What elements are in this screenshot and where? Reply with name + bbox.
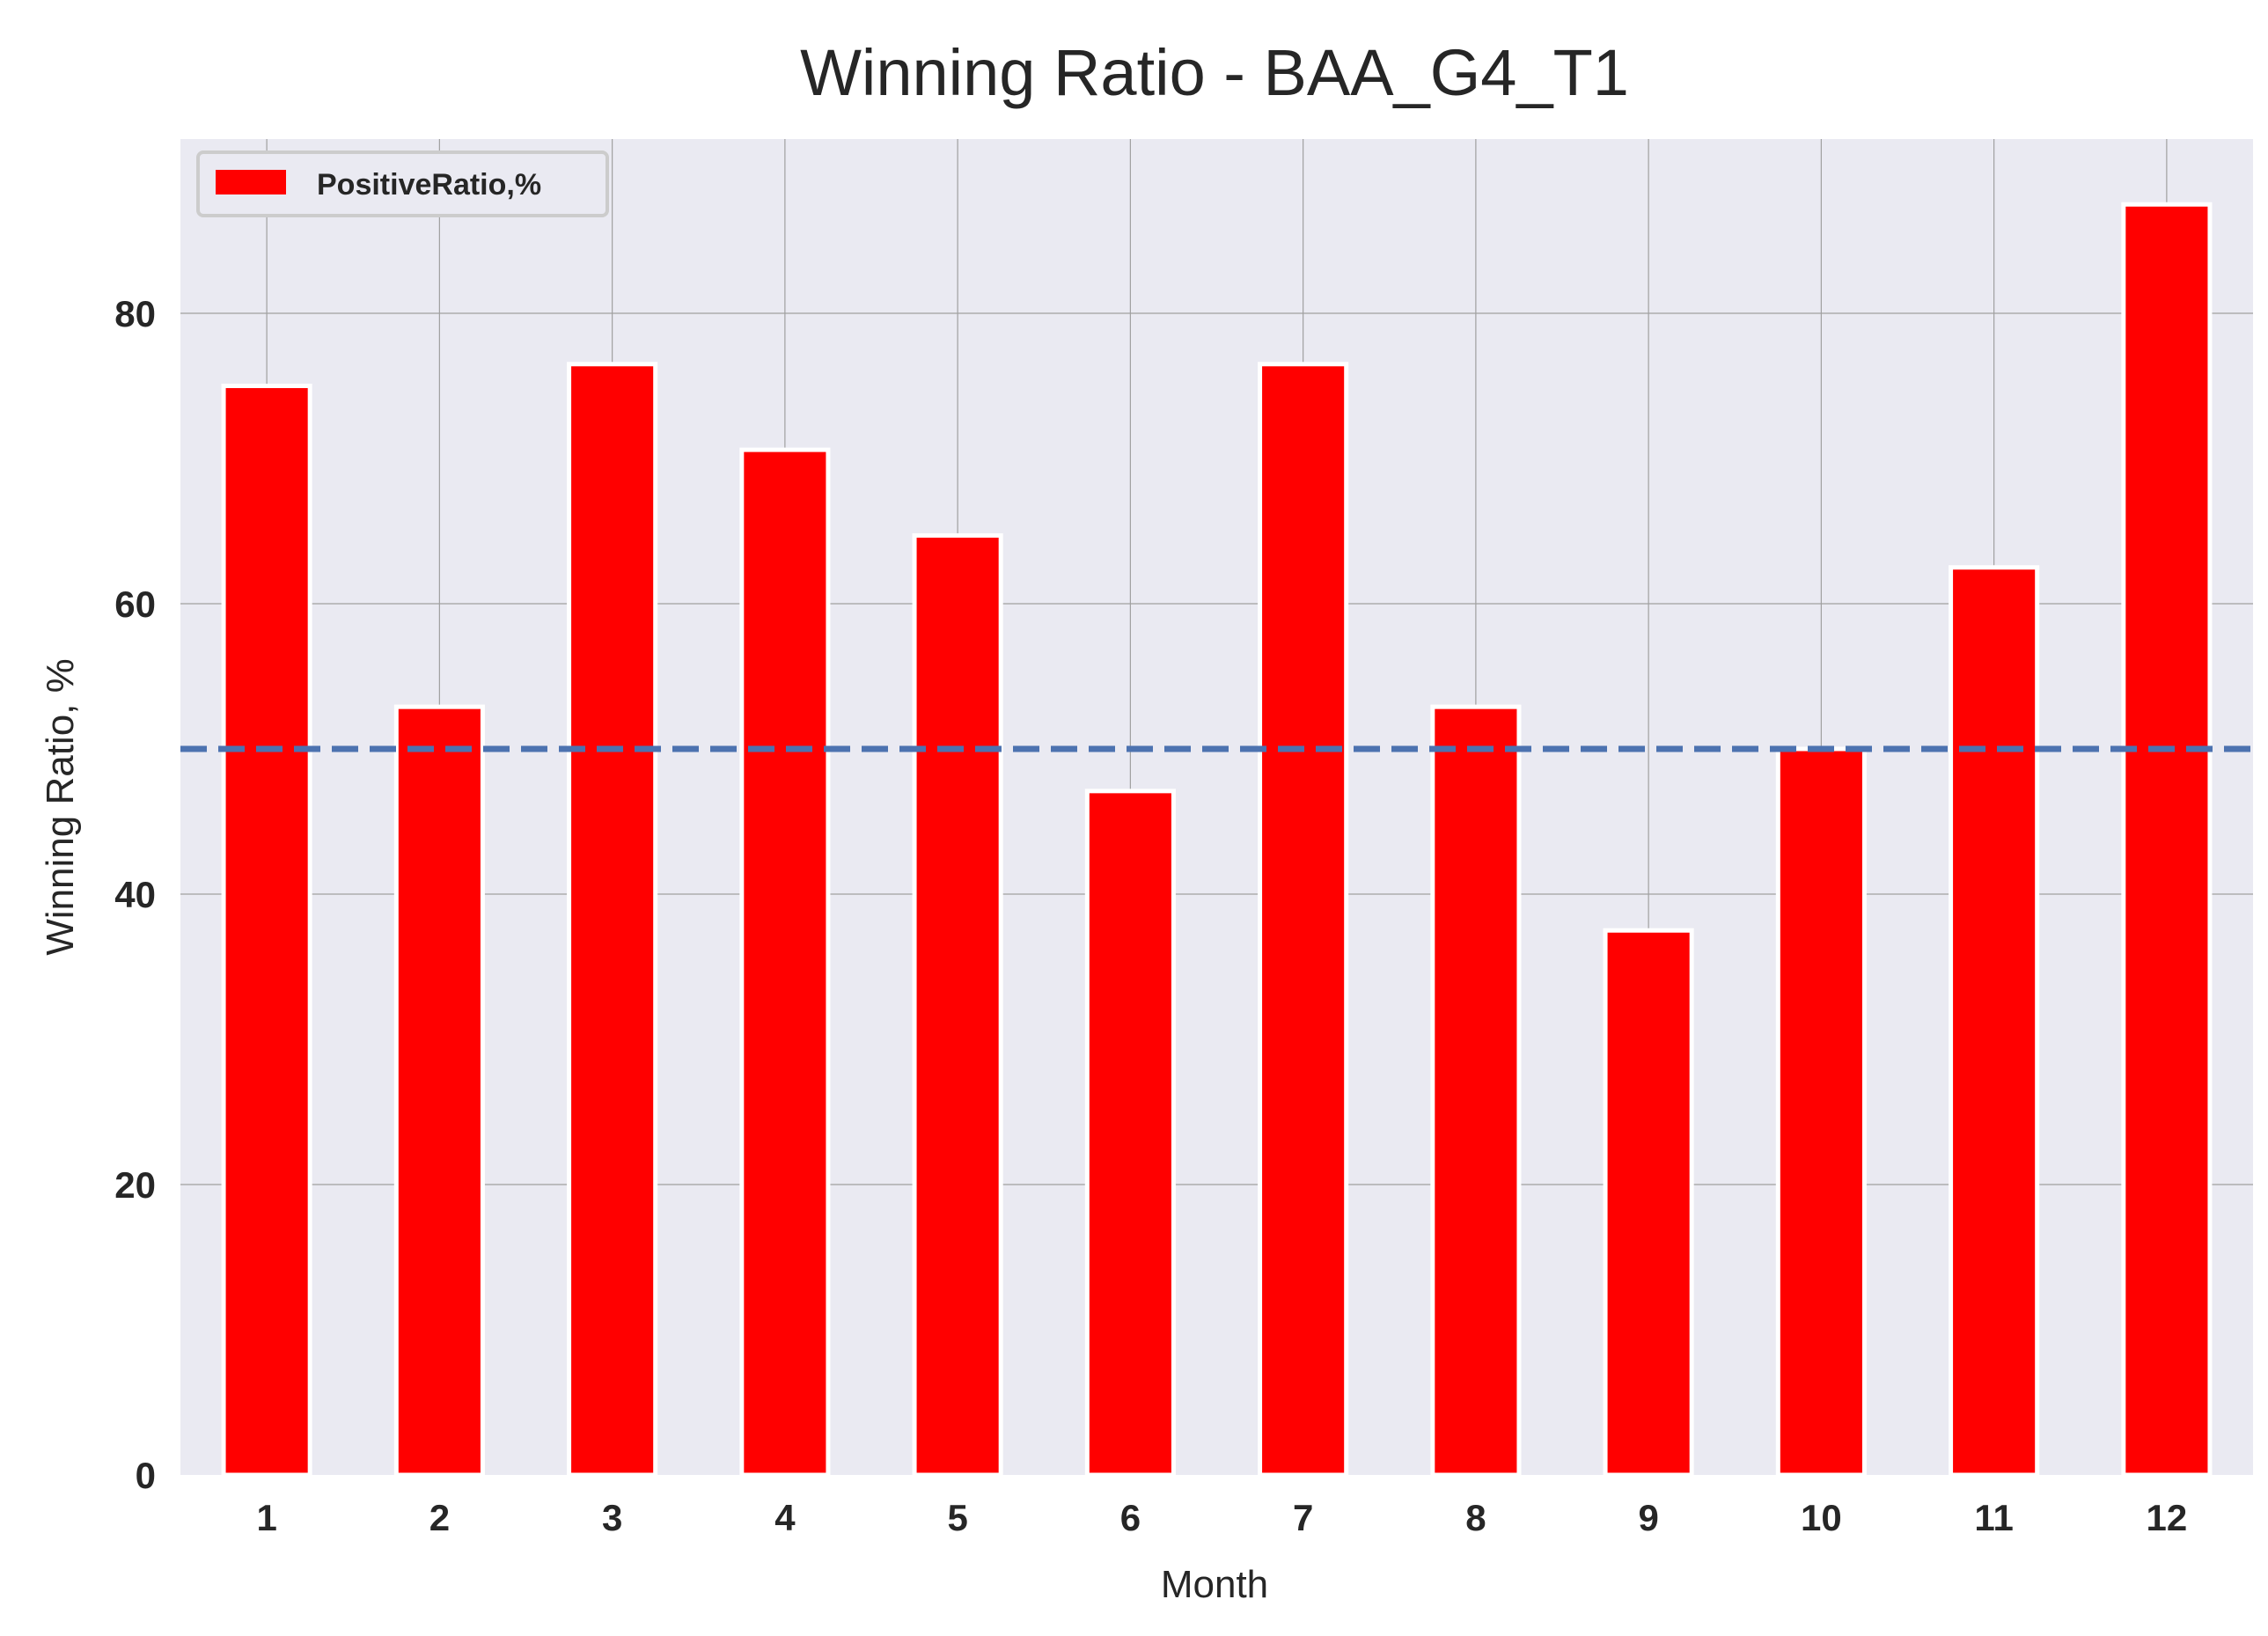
x-tick-label: 5 (947, 1497, 967, 1538)
x-tick-label: 8 (1465, 1497, 1486, 1538)
y-tick-labels: 0 20 40 60 80 (114, 293, 156, 1496)
bar-month-4 (739, 447, 831, 1478)
bar-month-12 (2121, 202, 2213, 1478)
bar-month-8 (1430, 704, 1522, 1478)
x-axis-label: Month (1161, 1563, 1268, 1606)
bar-month-7 (1258, 362, 1349, 1478)
bar-month-3 (567, 362, 658, 1478)
bar-month-11 (1949, 565, 2040, 1478)
bar-month-6 (1084, 789, 1176, 1478)
x-tick-label: 11 (1974, 1497, 2013, 1538)
legend-label: PositiveRatio,% (317, 168, 541, 202)
y-tick-label: 40 (114, 874, 156, 915)
x-tick-label: 1 (256, 1497, 276, 1538)
bars (221, 202, 2213, 1478)
x-tick-label: 6 (1120, 1497, 1141, 1538)
chart-title: Winning Ratio - BAA_G4_T1 (800, 36, 1629, 109)
x-tick-label: 3 (602, 1497, 622, 1538)
bar-month-10 (1775, 746, 1867, 1478)
plot-background (180, 139, 2253, 1475)
legend-swatch (216, 170, 286, 194)
legend-box (196, 150, 609, 217)
x-tick-label: 10 (1801, 1497, 1842, 1538)
bar-month-1 (221, 384, 312, 1478)
y-tick-label: 80 (114, 293, 156, 334)
x-tick-labels: 1 2 3 4 5 6 7 8 9 10 11 12 (256, 1497, 2187, 1538)
x-tick-label: 4 (774, 1497, 796, 1538)
bar-month-9 (1603, 928, 1694, 1478)
y-tick-label: 20 (114, 1164, 156, 1206)
y-tick-label: 0 (136, 1455, 156, 1496)
bar-month-2 (393, 704, 485, 1478)
x-tick-label: 2 (429, 1497, 450, 1538)
x-tick-label: 9 (1638, 1497, 1658, 1538)
legend: PositiveRatio,% (196, 150, 609, 217)
bar-month-5 (912, 532, 1003, 1478)
x-tick-label: 7 (1293, 1497, 1313, 1538)
x-tick-label: 12 (2147, 1497, 2188, 1538)
y-axis-label: Winning Ratio, % (39, 658, 82, 955)
y-tick-label: 60 (114, 583, 156, 625)
